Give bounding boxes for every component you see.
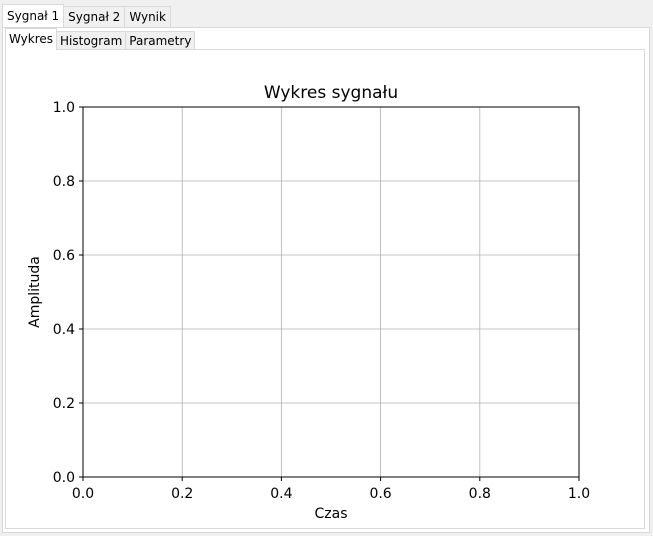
y-tick-label: 1.0 [53, 100, 75, 116]
y-axis-label: Amplituda [27, 256, 43, 328]
inner-tabbar: Wykres Histogram Parametry [5, 28, 196, 50]
chart-title: Wykres sygnału [264, 83, 398, 103]
tab-parametry[interactable]: Parametry [125, 31, 196, 50]
tab-sygnal-2[interactable]: Sygnał 2 [63, 6, 126, 27]
signal-chart: 0.0 0.2 0.4 0.6 0.8 1.0 0.0 0.2 0.4 0.6 0.8 1.0 Wyk… [27, 83, 590, 522]
outer-tab-panel: Wykres Histogram Parametry 0.0 0.2 0.4 0.6 0… [2, 27, 650, 533]
x-tick-label: 0.0 [72, 486, 94, 502]
x-tick-label: 0.6 [369, 486, 391, 502]
x-tick-label: 0.4 [270, 486, 292, 502]
x-tick-label: 0.2 [171, 486, 193, 502]
chart-panel: 0.0 0.2 0.4 0.6 0.8 1.0 0.0 0.2 0.4 0.6 0.8 1.0 Wyk… [5, 49, 645, 529]
tab-wynik[interactable]: Wynik [124, 6, 171, 27]
axis-ticks [79, 106, 580, 481]
y-tick-label: 0.6 [53, 248, 75, 264]
x-tick-label: 1.0 [568, 486, 590, 502]
y-tick-label: 0.0 [53, 470, 75, 486]
plot-area [82, 106, 580, 478]
grid-lines [82, 106, 580, 478]
y-tick-label: 0.8 [53, 174, 75, 190]
x-tick-label: 0.8 [469, 486, 491, 502]
x-axis-label: Czas [315, 506, 348, 522]
tab-histogram[interactable]: Histogram [56, 31, 127, 50]
y-tick-label: 0.4 [53, 322, 75, 338]
y-tick-label: 0.2 [53, 396, 75, 412]
tab-sygnal-1[interactable]: Sygnał 1 [2, 4, 65, 27]
tick-labels: 0.0 0.2 0.4 0.6 0.8 1.0 0.0 0.2 0.4 0.6 0.8 1.0 [53, 100, 590, 502]
outer-tabbar: Sygnał 1 Sygnał 2 Wynik [2, 4, 171, 27]
tab-wykres[interactable]: Wykres [5, 28, 58, 50]
